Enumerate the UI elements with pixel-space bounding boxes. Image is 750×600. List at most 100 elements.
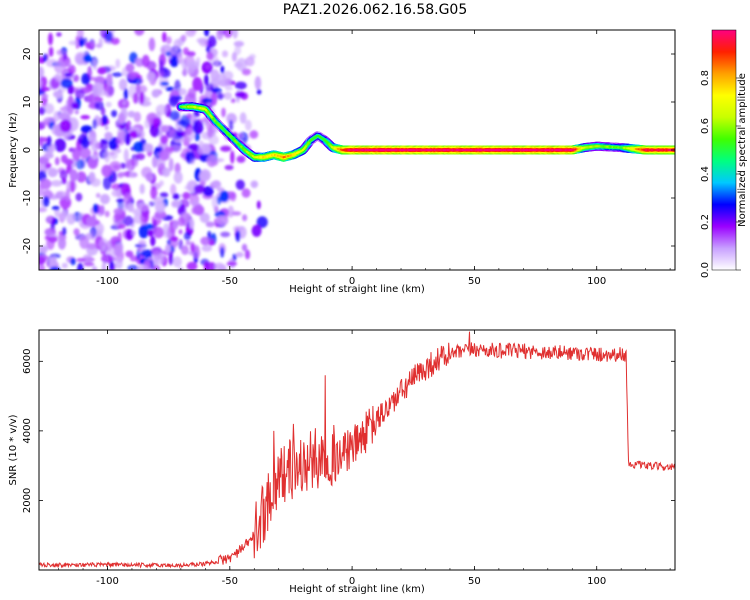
noise-blob — [216, 215, 229, 226]
noise-blob — [148, 37, 156, 52]
noise-blob — [104, 210, 110, 218]
noise-blob — [48, 32, 53, 46]
noise-blob — [140, 249, 153, 258]
snr-y-tick-label: 4000 — [22, 418, 33, 443]
noise-blob — [86, 242, 97, 250]
noise-blob — [256, 89, 262, 95]
noise-blob — [251, 224, 262, 237]
noise-blob — [232, 253, 237, 261]
noise-blob — [100, 193, 110, 205]
noise-blob — [125, 229, 134, 241]
noise-blob — [101, 261, 107, 270]
noise-blob — [105, 101, 112, 108]
noise-blob — [104, 131, 113, 141]
noise-blob — [193, 184, 205, 194]
noise-blob — [87, 156, 99, 169]
noise-blob — [127, 110, 136, 118]
snr-y-ticks: 2000 4000 6000 — [22, 349, 675, 513]
noise-blob — [235, 230, 241, 242]
noise-blob — [150, 186, 158, 200]
noise-blob — [185, 240, 191, 246]
noise-blob — [150, 235, 156, 247]
noise-blob — [177, 216, 185, 227]
noise-blob — [187, 87, 197, 99]
noise-blob — [168, 251, 174, 266]
noise-blob — [82, 254, 93, 265]
noise-blob — [118, 112, 125, 124]
noise-blob — [209, 181, 222, 189]
noise-blob — [125, 250, 134, 258]
noise-blob — [139, 183, 145, 195]
noise-blob — [143, 143, 154, 152]
noise-blob — [102, 176, 112, 190]
noise-blob — [61, 211, 67, 221]
noise-blob — [226, 113, 237, 125]
noise-blob — [207, 35, 217, 48]
noise-blob — [205, 221, 215, 228]
noise-blob — [162, 223, 170, 235]
noise-blob — [125, 63, 135, 73]
noise-blob — [39, 207, 48, 213]
noise-blob — [100, 139, 108, 153]
noise-blob — [214, 262, 225, 270]
noise-blob — [198, 140, 205, 154]
noise-blob — [221, 107, 226, 118]
noise-blob — [72, 147, 81, 162]
noise-blob — [183, 231, 191, 241]
noise-blob — [63, 52, 68, 60]
noise-blob — [120, 162, 126, 169]
noise-blob — [39, 136, 44, 147]
noise-blob — [223, 92, 232, 100]
noise-blob — [239, 112, 247, 124]
noise-blob — [168, 95, 179, 107]
noise-blob — [72, 74, 80, 83]
noise-blob — [133, 111, 141, 123]
noise-blob — [126, 159, 133, 171]
noise-blob — [206, 45, 211, 53]
noise-blob — [254, 76, 262, 90]
noise-blob — [59, 119, 72, 133]
noise-blob — [155, 158, 166, 168]
noise-blob — [70, 257, 76, 266]
spectrogram-x-tick-label: 100 — [587, 276, 606, 287]
noise-blob — [173, 171, 183, 184]
noise-blob — [109, 259, 114, 270]
noise-blob — [111, 189, 124, 198]
noise-blob — [180, 152, 186, 158]
noise-blob — [51, 206, 60, 211]
noise-blob — [101, 164, 112, 177]
noise-blob — [111, 72, 123, 77]
noise-blob — [160, 81, 170, 86]
spectrogram-x-ticks: -100 -50 0 50 100 — [58, 30, 671, 287]
noise-blob — [138, 239, 147, 246]
snr-panel: -100 -50 0 50 100 2000 4000 6000 Height of str… — [8, 329, 676, 595]
noise-blob — [182, 47, 190, 56]
noise-blob — [200, 236, 211, 246]
noise-blob — [201, 245, 213, 252]
noise-blob — [190, 243, 195, 253]
noise-blob — [207, 127, 214, 138]
noise-blob — [227, 205, 234, 218]
noise-blob — [117, 172, 128, 177]
noise-blob — [153, 226, 164, 239]
noise-blob — [221, 50, 229, 58]
noise-blob — [56, 32, 62, 37]
noise-blob — [165, 244, 171, 254]
noise-blob — [170, 236, 179, 242]
noise-blob — [69, 179, 76, 193]
noise-blob — [49, 192, 54, 197]
noise-blob — [170, 183, 177, 196]
noise-blob — [166, 239, 171, 245]
noise-blob — [132, 92, 139, 104]
noise-blob — [148, 201, 156, 207]
noise-blob — [92, 85, 98, 97]
noise-blob — [256, 216, 268, 228]
spectrogram-y-tick-label: 0 — [22, 147, 33, 153]
noise-blob — [54, 73, 62, 82]
noise-blob — [48, 236, 58, 243]
noise-blob — [77, 262, 84, 270]
noise-blob — [111, 110, 118, 118]
noise-blob — [234, 81, 247, 90]
noise-blob — [231, 51, 237, 62]
noise-blob — [132, 208, 142, 215]
